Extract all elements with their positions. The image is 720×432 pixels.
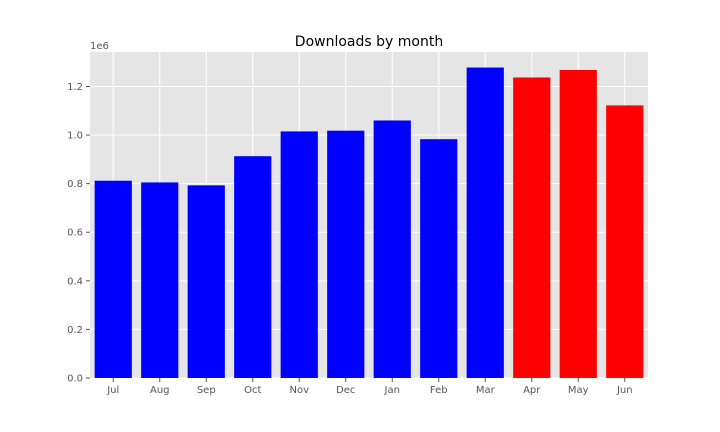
- x-tick-label: Apr: [523, 385, 541, 396]
- plot-background: [90, 52, 648, 378]
- x-tick-label: Dec: [336, 385, 355, 396]
- bar-jul: [94, 180, 132, 378]
- x-tick-label: Feb: [430, 385, 448, 396]
- x-tick-label: Mar: [476, 385, 496, 396]
- bar-nov: [280, 131, 318, 378]
- bar-oct: [234, 156, 272, 378]
- y-tick-label: 0.6: [67, 228, 83, 239]
- x-tick-label: Nov: [289, 385, 309, 396]
- x-tick-label: May: [568, 385, 589, 396]
- bar-mar: [466, 67, 504, 379]
- bar-feb: [420, 139, 458, 378]
- y-axis-ticks: 0.0 0.2 0.4 0.6 0.8 1.0 1.2: [67, 82, 90, 385]
- y-axis-offset-label: 1e6: [90, 41, 109, 52]
- x-tick-label: Jul: [106, 385, 119, 396]
- x-tick-label: Jan: [384, 385, 400, 396]
- bar-jun: [606, 105, 644, 379]
- chart-title: Downloads by month: [295, 34, 443, 50]
- bar-apr: [513, 77, 551, 378]
- bar-may: [559, 69, 597, 379]
- x-axis-ticks: Jul Aug Sep Oct Nov Dec Jan Feb Mar Apr May Jun: [106, 378, 633, 396]
- bar-dec: [327, 130, 365, 378]
- bar-sep: [187, 185, 225, 378]
- y-tick-label: 1.0: [67, 131, 83, 142]
- x-tick-label: Oct: [244, 385, 261, 396]
- bar-jan: [373, 120, 411, 379]
- y-tick-label: 0.8: [67, 179, 83, 190]
- y-tick-label: 0.0: [67, 374, 83, 385]
- x-tick-label: Sep: [197, 385, 216, 396]
- y-tick-label: 1.2: [67, 82, 83, 93]
- bars: [94, 67, 644, 379]
- y-tick-label: 0.4: [67, 276, 83, 287]
- bar-aug: [141, 182, 179, 378]
- plot-area: [90, 52, 648, 378]
- y-tick-label: 0.2: [67, 325, 83, 336]
- x-tick-label: Jun: [616, 385, 633, 396]
- x-tick-label: Aug: [150, 385, 170, 396]
